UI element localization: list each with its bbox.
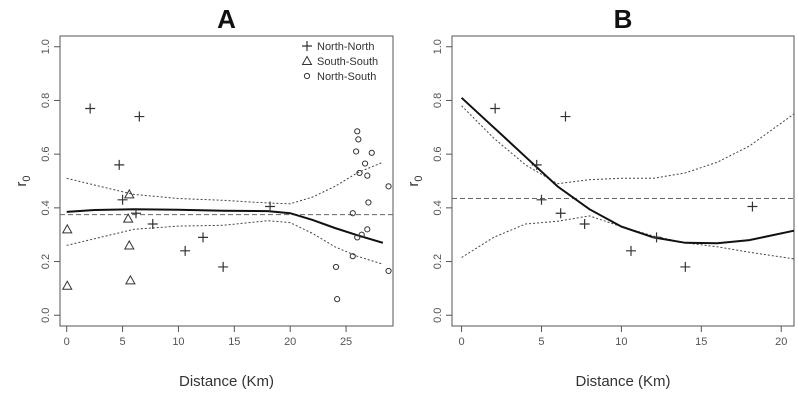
panel-b-y-tick-label: 1.0 (432, 39, 444, 54)
panel-a-point-north-south (332, 263, 340, 271)
panel-a-point-north-north (198, 232, 209, 243)
panel-b-point-north-north (680, 261, 691, 272)
panel-a-point-north-south (364, 226, 371, 233)
panel-a-point-north-south (358, 231, 365, 238)
panel-a-legend-label-north-north: North-North (317, 41, 374, 53)
panel-a-y-tick-label: 1.0 (40, 39, 52, 54)
panel-a-point-north-north (265, 201, 276, 212)
panel-a-label: A (217, 4, 236, 34)
panel-a-fit-line (66, 208, 384, 244)
panel-a-y-tick-label: 0.6 (40, 146, 52, 161)
panel-a-point-north-north (134, 111, 145, 122)
panel-a-legend-label-south-south: South-South (317, 56, 378, 68)
panel-a-point-north-south (356, 169, 363, 177)
panel-a-point-north-south (385, 183, 392, 190)
panel-a-ci-upper-line (66, 161, 384, 205)
panel-a-legend-label-north-south: North-South (317, 71, 376, 83)
panel-a-point-north-south (355, 136, 362, 143)
panel-a-plot-frame (59, 35, 394, 327)
panel-a-point-south-south (123, 188, 135, 199)
panel-b-x-tick-label: 5 (538, 336, 544, 348)
panel-b-point-north-north (560, 111, 571, 122)
panel-a-x-axis-label: Distance (Km) (179, 373, 274, 390)
panel-b-y-tick-label: 0.4 (432, 200, 444, 215)
panel-a-point-north-south (365, 199, 372, 206)
panel-a-point-south-south (61, 223, 73, 234)
panel-a-x-tick-label: 15 (228, 336, 240, 348)
panel-a-y-axis-label: r0 (13, 175, 33, 186)
panel-a-legend-marker-north-north (302, 41, 312, 51)
panel-b-point-north-north (531, 159, 542, 170)
panel-a-point-north-south (354, 234, 361, 241)
panel-a-point-north-south (364, 172, 371, 179)
panel-a-point-north-south (385, 267, 392, 275)
panel-a-y-tick-label: 0.0 (40, 308, 52, 323)
panel-a-point-south-south (122, 213, 134, 223)
panel-a-point-north-north (117, 194, 128, 205)
panel-a-x-tick-label: 10 (172, 336, 184, 348)
panel-b-point-north-north (490, 103, 501, 114)
panel-a-point-north-south (368, 149, 375, 156)
panel-b-point-north-north (747, 201, 758, 212)
panel-a-point-north-south (349, 210, 356, 217)
panel-a-point-north-south (354, 128, 361, 135)
panel-a-point-south-south (125, 274, 136, 285)
panel-a-point-north-south (349, 253, 356, 260)
panel-a-point-north-south (353, 148, 360, 155)
panel-a-point-south-south (61, 280, 73, 290)
panel-b-point-north-north (555, 208, 566, 219)
panel-b-y-axis-label: r0 (405, 175, 425, 186)
panel-b-y-tick-label: 0.8 (432, 93, 444, 108)
panel-a-point-north-north (147, 218, 158, 229)
panel-b-point-north-north (625, 245, 636, 256)
panel-b-label: B (614, 4, 633, 34)
panel-a-point-north-north (85, 103, 96, 114)
panel-b-y-tick-label: 0.2 (432, 254, 444, 269)
panel-b-ci-upper-line (461, 105, 795, 185)
panel-a-x-tick-label: 5 (120, 336, 126, 348)
panel-a-y-tick-label: 0.8 (40, 93, 52, 108)
panel-b-point-north-north (651, 232, 662, 243)
panel-a-x-tick-label: 25 (340, 336, 352, 348)
panel-b-x-tick-label: 10 (615, 336, 627, 348)
panel-b-point-north-north (536, 194, 547, 205)
panel-b-x-tick-label: 20 (775, 336, 787, 348)
panel-b-fit-line (460, 97, 795, 245)
panel-b-x-tick-label: 0 (459, 336, 465, 348)
panel-a-legend-marker-north-south (303, 72, 311, 80)
panel-b-x-tick-label: 15 (695, 336, 707, 348)
panel-a-ci-lower-line (66, 220, 384, 265)
panel-a-point-north-north (218, 261, 229, 272)
panel-a-y-tick-label: 0.4 (40, 200, 52, 215)
panel-a-x-tick-label: 20 (284, 336, 296, 348)
panel-a-point-north-north (130, 208, 141, 219)
panel-a-point-north-south (334, 296, 341, 303)
panel-a-x-tick-label: 0 (64, 336, 70, 348)
panel-b-plot-frame (451, 35, 795, 327)
panel-b-x-axis-label: Distance (Km) (575, 373, 670, 390)
panel-a-legend-marker-south-south (301, 55, 313, 65)
panel-a-y-tick-label: 0.2 (40, 254, 52, 269)
panel-a-point-north-south (361, 160, 369, 167)
panel-b-ci-lower-line (461, 215, 795, 260)
panel-b-point-north-north (579, 218, 590, 229)
panel-a-point-south-south (123, 239, 135, 250)
panel-a-point-north-north (180, 245, 191, 256)
panel-b-y-tick-label: 0.6 (432, 146, 444, 161)
panel-a-point-north-north (114, 159, 125, 170)
panel-b-y-tick-label: 0.0 (432, 308, 444, 323)
